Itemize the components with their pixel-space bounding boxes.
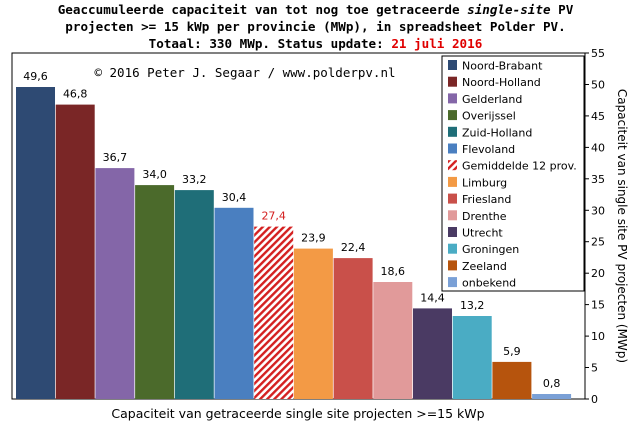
bar-overijssel (135, 185, 175, 399)
y-axis: 0 5 10 15 20 25 30 35 40 45 50 55 (585, 47, 605, 406)
legend-swatch-groningen (448, 243, 457, 254)
y-tick-label-25: 25 (591, 236, 605, 249)
value-label-zuid-holland: 33,2 (182, 173, 207, 186)
legend-box (441, 55, 585, 292)
bar-drenthe (373, 282, 413, 399)
value-label-friesland: 22,4 (341, 241, 366, 254)
legend-label-utrecht: Utrecht (462, 227, 503, 240)
value-label-drenthe: 18,6 (381, 265, 406, 278)
bar-zuid-holland (174, 190, 214, 399)
legend-swatch-onbekend (448, 277, 457, 288)
bar-friesland (333, 258, 373, 399)
x-axis-label: Capaciteit van getraceerde single site p… (111, 406, 484, 421)
legend-swatch-overijssel (448, 110, 457, 121)
y-tick-label-45: 45 (591, 110, 605, 123)
bar-noord-brabant (16, 87, 55, 399)
legend-label-drenthe: Drenthe (462, 210, 507, 223)
legend-label-groningen: Groningen (462, 243, 519, 256)
y-tick-label-20: 20 (591, 267, 605, 280)
value-label-flevoland: 30,4 (222, 191, 247, 204)
legend-swatch-noord-holland (448, 76, 457, 87)
bar-utrecht (413, 308, 452, 399)
legend-swatch-limburg (448, 176, 457, 187)
legend-swatch-zuid-holland (448, 126, 457, 137)
value-label-gelderland: 36,7 (103, 151, 128, 164)
chart-title: Geaccumuleerde capaciteit van tot nog to… (0, 1, 631, 52)
y-tick-label-40: 40 (591, 141, 605, 154)
value-label-gemiddelde-12-prov: 27,4 (261, 210, 286, 223)
value-label-utrecht: 14,4 (420, 291, 445, 304)
y-axis-label: Capaciteit van single site PV projecten … (615, 89, 629, 363)
bar-limburg (293, 248, 333, 399)
value-label-overijssel: 34,0 (142, 168, 167, 181)
legend-label-zuid-holland: Zuid-Holland (462, 126, 532, 139)
value-labels-group: 49,6 46,8 36,7 34,0 33,2 30,4 27,4 23,9 22,4 18,6… (23, 70, 560, 390)
y-tick-label-15: 15 (591, 299, 605, 312)
title-line-2: projecten >= 15 kWp per provincie (MWp),… (65, 19, 566, 34)
copyright-label: © 2016 Peter J. Segaar / www.polderpv.nl (94, 65, 395, 80)
legend-swatch-noord-brabant (448, 60, 457, 70)
legend-swatch-friesland (448, 193, 457, 204)
legend-label-flevoland: Flevoland (462, 143, 515, 156)
legend-label-zeeland: Zeeland (462, 260, 507, 273)
value-label-noord-holland: 46,8 (63, 88, 88, 101)
bar-zeeland (492, 361, 532, 399)
bar-gelderland (95, 168, 135, 399)
legend-label-limburg: Limburg (462, 176, 507, 189)
title-line-1-em: single-site (467, 2, 551, 17)
title-line-1-a: Geaccumuleerde capaciteit van tot nog to… (57, 2, 468, 17)
legend-swatch-utrecht (448, 227, 457, 237)
legend-label-onbekend: onbekend (462, 277, 516, 290)
title-line-3-a: Totaal: 330 MWp. Status update: (148, 36, 392, 51)
y-tick-label-55: 55 (591, 47, 605, 60)
title-line-1: Geaccumuleerde capaciteit van tot nog to… (0, 1, 631, 18)
legend-swatch-zeeland (448, 260, 457, 271)
title-line-3: Totaal: 330 MWp. Status update: 21 juli … (0, 35, 631, 52)
bar-onbekend (532, 394, 572, 399)
legend-swatch-drenthe (448, 210, 457, 221)
y-tick-label-0: 0 (591, 393, 598, 406)
y-tick-label-35: 35 (591, 173, 605, 186)
value-label-zeeland: 5,9 (503, 345, 521, 358)
legend-swatch-flevoland (448, 143, 457, 154)
value-label-groningen: 13,2 (460, 299, 485, 312)
value-label-limburg: 23,9 (301, 232, 326, 245)
value-label-onbekend: 0,8 (543, 377, 561, 390)
bars-group (16, 87, 572, 399)
legend-label-noord-brabant: Noord-Brabant (462, 60, 543, 73)
bar-groningen (452, 316, 492, 399)
value-label-noord-brabant: 49,6 (23, 70, 48, 83)
legend: Noord-Brabant Noord-Holland Gelderland Over… (441, 55, 585, 292)
status-date: 21 juli 2016 (391, 36, 483, 51)
legend-label-gemiddelde-12-prov: Gemiddelde 12 prov. (462, 160, 577, 173)
legend-label-overijssel: Overijssel (462, 110, 516, 123)
y-tick-label-50: 50 (591, 79, 605, 92)
title-line-1-b: PV (550, 2, 574, 17)
legend-label-noord-holland: Noord-Holland (462, 76, 541, 89)
bar-gemiddelde-12-prov (254, 226, 294, 399)
y-tick-label-30: 30 (591, 204, 605, 217)
y-tick-label-10: 10 (591, 330, 605, 343)
legend-label-gelderland: Gelderland (462, 93, 522, 106)
bar-flevoland (214, 207, 254, 399)
legend-swatch-gelderland (448, 93, 457, 104)
legend-label-friesland: Friesland (462, 193, 511, 206)
legend-swatch-gemiddelde-12-prov (448, 160, 457, 171)
y-tick-label-5: 5 (591, 362, 598, 375)
bar-noord-holland (55, 104, 95, 399)
